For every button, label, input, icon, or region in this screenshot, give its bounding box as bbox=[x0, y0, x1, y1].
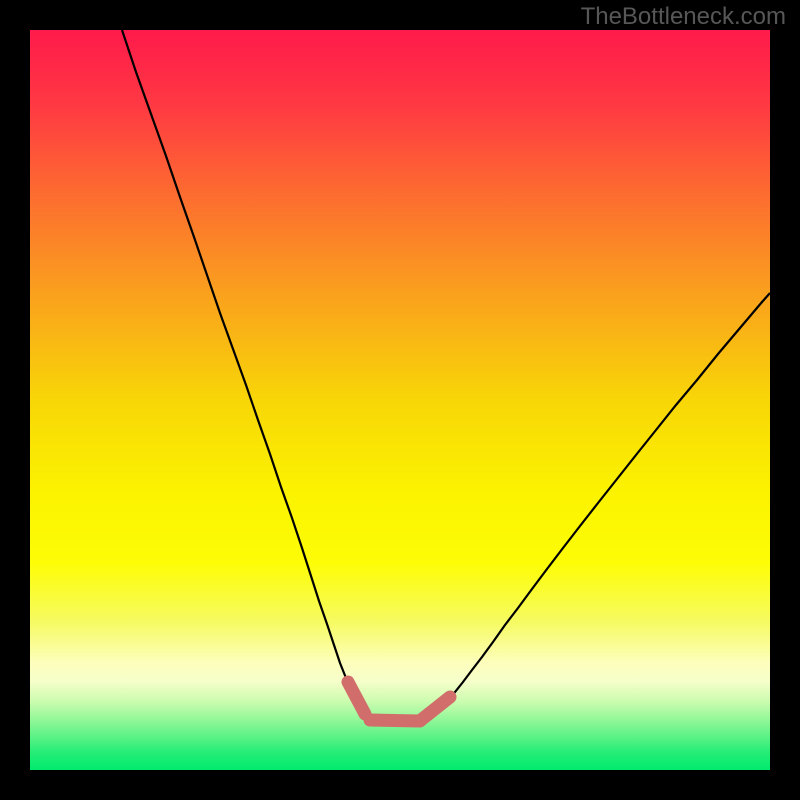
watermark-text: TheBottleneck.com bbox=[581, 3, 786, 31]
plot-background bbox=[30, 30, 770, 770]
highlight-segment bbox=[370, 720, 420, 721]
chart-svg bbox=[0, 0, 800, 800]
chart-container: { "canvas": { "width": 800, "height": 80… bbox=[0, 0, 800, 800]
